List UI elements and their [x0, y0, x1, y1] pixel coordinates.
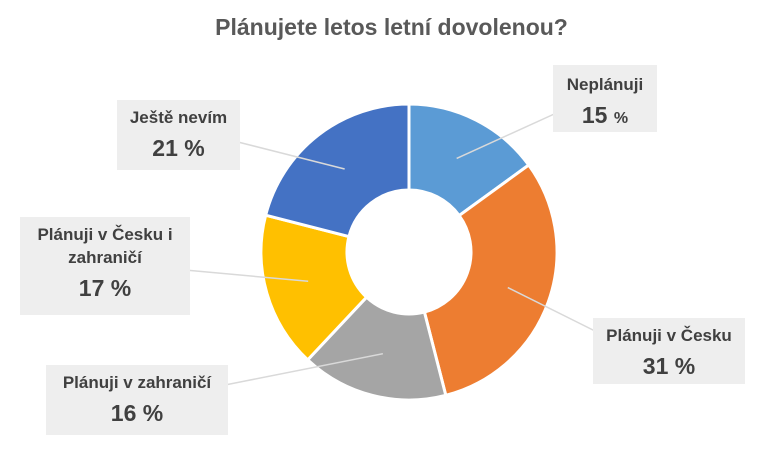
- data-label-category: Ještě nevím: [129, 108, 228, 127]
- data-label-planuji-v-zahranici: Plánuji v zahraničí 16 %: [46, 365, 228, 435]
- leader-line-3: [184, 269, 309, 283]
- data-label-percent: 31 %: [642, 353, 696, 379]
- donut-slice-3: [259, 213, 369, 363]
- data-label-jeste-nevim: Ještě nevím 21 %: [117, 100, 240, 170]
- donut-slice-4: [263, 102, 411, 239]
- chart-title: Plánujete letos letní dovolenou?: [215, 14, 568, 40]
- data-label-percent: 16 %: [110, 400, 164, 426]
- leader-line-4: [229, 139, 345, 170]
- data-label-category: Neplánuji: [566, 75, 644, 94]
- leader-line-2: [224, 352, 384, 386]
- donut-slice-0: [407, 102, 531, 218]
- data-label-percent-value: 15: [581, 102, 608, 128]
- data-label-category-line2: zahraničí: [68, 248, 142, 267]
- leader-line-0: [456, 109, 564, 160]
- data-label-percent: 21 %: [152, 135, 205, 161]
- data-label-neplanuji: Neplánuji 15 %: [553, 65, 657, 132]
- data-label-category: Plánuji v zahraničí: [62, 373, 212, 392]
- donut-slice-2: [305, 295, 448, 402]
- data-label-percent: 15 %: [553, 100, 657, 134]
- data-label-percent: 17 %: [78, 275, 132, 301]
- data-label-category-line1: Plánuji v Česku i: [37, 225, 173, 244]
- data-label-planuji-v-cesku-i-zahranici: Plánuji v Česku i zahraničí 17 %: [20, 217, 190, 315]
- data-label-percent-unit: %: [613, 110, 629, 127]
- donut-slice-1: [422, 162, 559, 398]
- data-label-category: Plánuji v Česku: [606, 326, 732, 345]
- data-label-planuji-v-cesku: Plánuji v Česku 31 %: [593, 318, 745, 384]
